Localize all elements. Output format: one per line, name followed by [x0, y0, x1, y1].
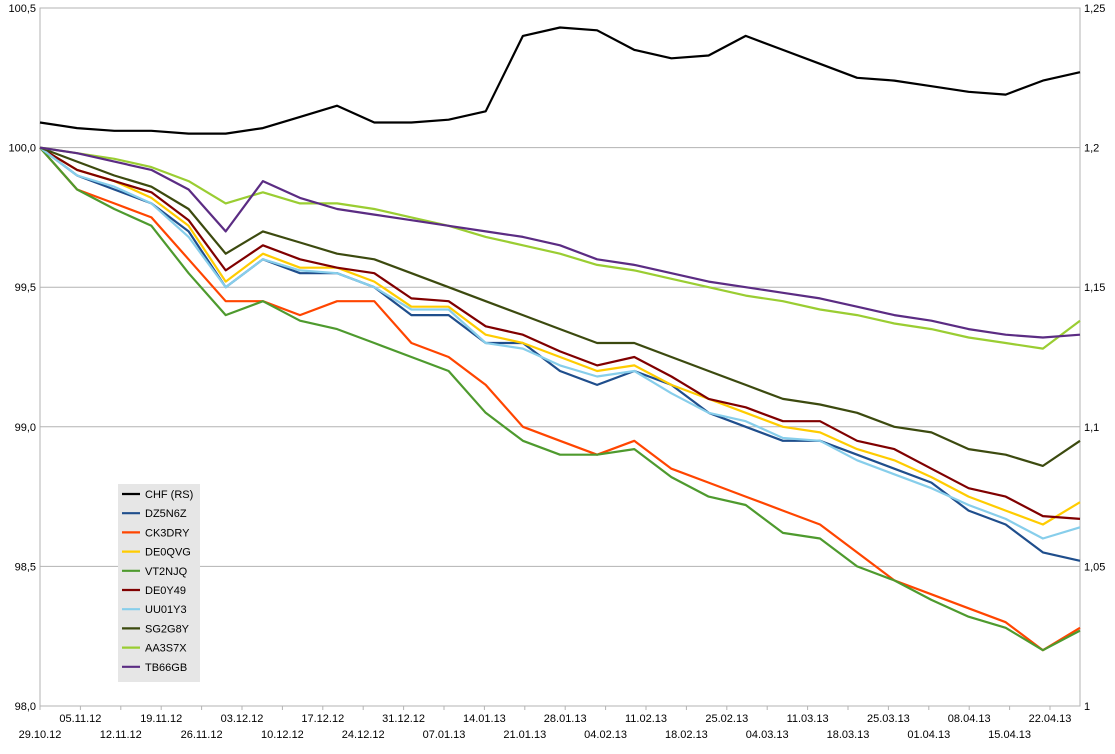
y-left-tick-label: 98,5 — [15, 561, 36, 573]
legend-label: AA3S7X — [145, 643, 187, 655]
x-tick-label: 11.03.13 — [787, 713, 829, 725]
legend-box — [118, 484, 200, 682]
y-left-tick-label: 99,0 — [15, 422, 36, 434]
x-tick-label: 11.02.13 — [625, 713, 667, 725]
x-tick-label: 05.11.12 — [59, 713, 101, 725]
series-line-ck3dry — [39, 146, 1081, 652]
legend-label: DE0Y49 — [145, 585, 186, 597]
series-line-chf-rs- — [39, 26, 1081, 135]
legend-label: CHF (RS) — [145, 489, 193, 501]
y-axis-left: 100,5 100,0 99,5 99,0 98,5 98,0 — [8, 3, 36, 713]
legend-label: DZ5N6Z — [145, 508, 187, 520]
x-tick-label: 01.04.13 — [907, 729, 950, 741]
x-tick-label: 17.12.12 — [301, 713, 344, 725]
legend-label: TB66GB — [145, 662, 187, 674]
x-tick-label: 08.04.13 — [948, 713, 991, 725]
x-tick-label: 12.11.12 — [100, 729, 142, 741]
x-tick-label: 15.04.13 — [988, 729, 1031, 741]
series-line-de0qvg — [39, 146, 1081, 526]
y-left-tick-label: 100,0 — [8, 143, 36, 155]
x-tick-label: 10.12.12 — [261, 729, 304, 741]
y-axis-right: 1,25 1,2 1,15 1,1 1,05 1 — [1084, 3, 1105, 713]
x-tick-label: 04.02.13 — [584, 729, 627, 741]
x-tick-label: 19.11.12 — [140, 713, 182, 725]
x-tick-label: 07.01.13 — [423, 729, 466, 741]
x-tick-label: 24.12.12 — [342, 729, 385, 741]
legend-label: DE0QVG — [145, 547, 191, 559]
legend-label: VT2NJQ — [145, 566, 188, 578]
x-tick-label: 31.12.12 — [382, 713, 425, 725]
legend-label: CK3DRY — [145, 527, 190, 539]
x-tick-label: 29.10.12 — [19, 729, 62, 741]
plot-frame — [39, 7, 1081, 707]
y-right-tick-label: 1,1 — [1084, 422, 1099, 434]
x-tick-label: 18.02.13 — [665, 729, 708, 741]
x-tick-label: 03.12.12 — [221, 713, 264, 725]
series-line-aa3s7x — [39, 146, 1081, 350]
series-line-uu01y3 — [39, 146, 1081, 540]
y-left-tick-label: 100,5 — [8, 3, 36, 15]
x-tick-label: 28.01.13 — [544, 713, 587, 725]
plot-border — [39, 7, 1081, 707]
y-right-tick-label: 1,2 — [1084, 143, 1099, 155]
series-lines — [39, 26, 1081, 652]
x-tick-label: 21.01.13 — [503, 729, 546, 741]
x-tick-label: 18.03.13 — [827, 729, 870, 741]
x-tick-label: 04.03.13 — [746, 729, 789, 741]
series-line-tb66gb — [39, 146, 1081, 339]
legend-label: UU01Y3 — [145, 604, 187, 616]
y-right-tick-label: 1,15 — [1084, 282, 1105, 294]
legend-label: SG2G8Y — [145, 623, 190, 635]
x-tick-label: 14.01.13 — [463, 713, 506, 725]
y-left-tick-label: 99,5 — [15, 282, 36, 294]
series-line-de0y49 — [39, 146, 1081, 520]
x-tick-label: 22.04.13 — [1029, 713, 1072, 725]
x-tick-label: 25.03.13 — [867, 713, 910, 725]
series-line-sg2g8y — [39, 146, 1081, 467]
series-line-vt2njq — [39, 146, 1081, 652]
y-right-tick-label: 1,05 — [1084, 561, 1105, 573]
x-axis: 29.10.12 12.11.12 26.11.12 10.12.12 24.12.12… — [19, 706, 1072, 741]
y-right-tick-label: 1,25 — [1084, 3, 1105, 15]
x-tick-label: 26.11.12 — [181, 729, 223, 741]
y-left-tick-label: 98,0 — [15, 701, 36, 713]
legend: CHF (RS) DZ5N6Z CK3DRY DE0QVG VT2NJQ DE0Y49 UU… — [118, 484, 200, 682]
y-right-tick-label: 1 — [1084, 701, 1090, 713]
x-tick-label: 25.02.13 — [705, 713, 748, 725]
